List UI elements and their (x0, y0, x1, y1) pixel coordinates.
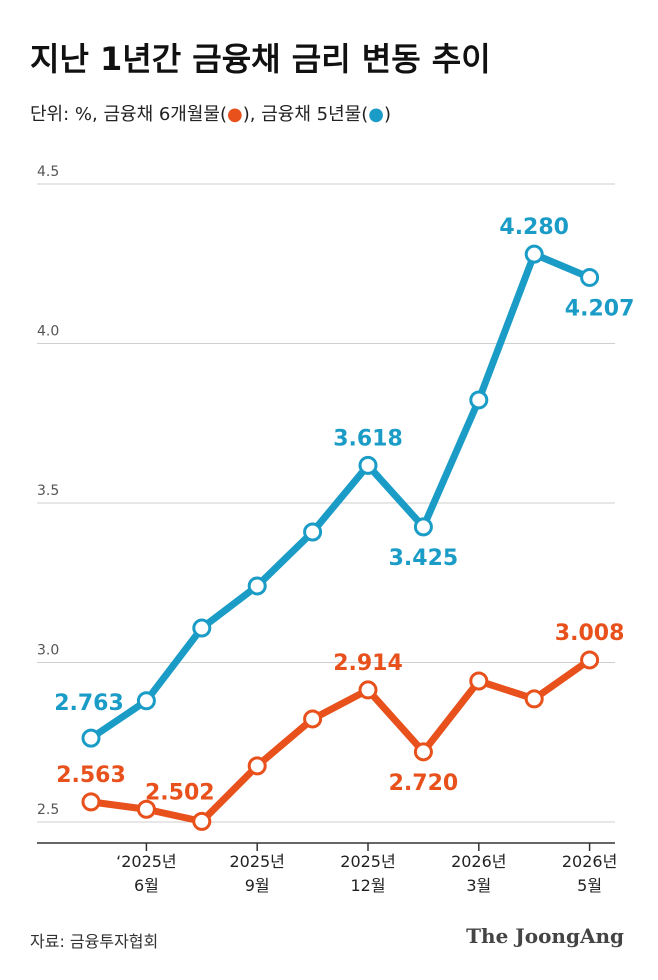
point (580, 650, 600, 670)
legend-paren: ) (242, 104, 250, 125)
point (524, 689, 544, 709)
legend-marker: ● (227, 104, 243, 125)
data-label: 4.280 (499, 215, 569, 240)
legend-paren: ( (361, 104, 369, 125)
legend-label: 금융채 6개월물 (103, 104, 220, 125)
legend-paren: ) (383, 104, 391, 125)
line (90, 657, 592, 825)
point (303, 709, 323, 729)
y-tick-label: 3.0 (37, 643, 59, 659)
data-label: 2.720 (389, 771, 459, 796)
data-label: 4.207 (565, 296, 635, 321)
data-label: 2.763 (54, 691, 124, 716)
y-tick-label: 4.0 (37, 324, 59, 340)
point (580, 267, 600, 287)
point (469, 390, 489, 410)
data-label: 3.618 (333, 426, 403, 451)
y-tick-label: 2.5 (37, 802, 59, 818)
point (413, 742, 433, 762)
point (469, 671, 489, 691)
line (89, 250, 591, 742)
point (192, 811, 212, 831)
legend-label: 금융채 5년물 (261, 104, 362, 125)
brand: The JoongAng (466, 924, 624, 948)
x-tick-label: 2026년 3월 (451, 852, 507, 895)
point (524, 244, 544, 264)
point (81, 792, 101, 812)
point (358, 455, 378, 475)
point (303, 522, 323, 542)
data-label: 2.502 (145, 780, 215, 805)
data-label: 2.563 (56, 763, 126, 788)
subtitle: 단위: %, 금융채 6개월물(●), 금융채 5년물(●) (30, 100, 391, 126)
point (136, 799, 156, 819)
legend-marker: ● (368, 104, 384, 125)
x-tick-label: 2025년 9월 (229, 852, 285, 895)
x-tick-label: ‘2025년 6월 (116, 852, 177, 895)
chart-title: 지난 1년간 금융채 금리 변동 추이 (30, 40, 491, 78)
legend-separator: , (249, 104, 262, 125)
y-tick-label: 4.5 (37, 164, 59, 180)
data-label: 2.914 (333, 651, 403, 676)
source: 자료: 금융투자협회 (30, 932, 159, 951)
data-label: 3.008 (555, 621, 625, 646)
data-label: 3.425 (389, 546, 459, 571)
point (247, 756, 267, 776)
point (247, 576, 267, 596)
x-tick-label: 2026년 5월 (561, 852, 618, 895)
x-tick-label: 2025년 12월 (340, 852, 396, 895)
point (358, 680, 378, 700)
subtitle-unit: 단위: %, (30, 104, 104, 125)
point (192, 618, 212, 638)
point (81, 728, 101, 748)
legend-paren: ( (220, 104, 228, 125)
y-tick-label: 3.5 (37, 483, 59, 499)
point (413, 517, 433, 537)
point (136, 691, 156, 711)
